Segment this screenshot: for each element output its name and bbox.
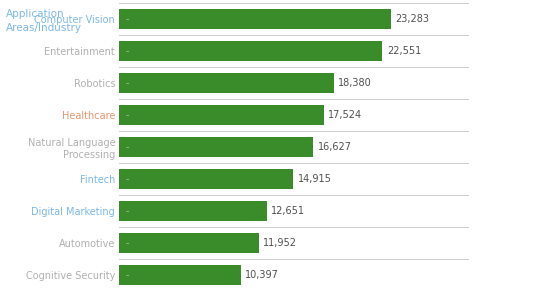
- Text: -: -: [125, 142, 129, 152]
- Text: -: -: [125, 110, 129, 120]
- Text: 22,551: 22,551: [387, 46, 421, 56]
- Bar: [119, 41, 382, 61]
- Bar: [119, 105, 324, 125]
- Bar: [119, 74, 334, 93]
- Text: -: -: [125, 46, 129, 56]
- Text: -: -: [125, 78, 129, 88]
- Bar: [119, 137, 313, 157]
- Bar: [119, 201, 267, 220]
- Text: 16,627: 16,627: [318, 142, 352, 152]
- Bar: [119, 265, 240, 285]
- Text: Application
Areas/Industry: Application Areas/Industry: [6, 9, 82, 33]
- Text: -: -: [125, 270, 129, 280]
- Text: -: -: [125, 206, 129, 216]
- Text: -: -: [125, 238, 129, 248]
- Text: 11,952: 11,952: [263, 238, 297, 248]
- Text: -: -: [125, 174, 129, 184]
- Text: 18,380: 18,380: [338, 78, 372, 88]
- Bar: [119, 169, 293, 189]
- Text: 10,397: 10,397: [245, 270, 279, 280]
- Text: 17,524: 17,524: [328, 110, 362, 120]
- Bar: [119, 9, 391, 29]
- Bar: [119, 233, 259, 253]
- Text: -: -: [125, 14, 129, 24]
- Text: 23,283: 23,283: [395, 14, 430, 24]
- Text: 12,651: 12,651: [271, 206, 305, 216]
- Text: 14,915: 14,915: [298, 174, 332, 184]
